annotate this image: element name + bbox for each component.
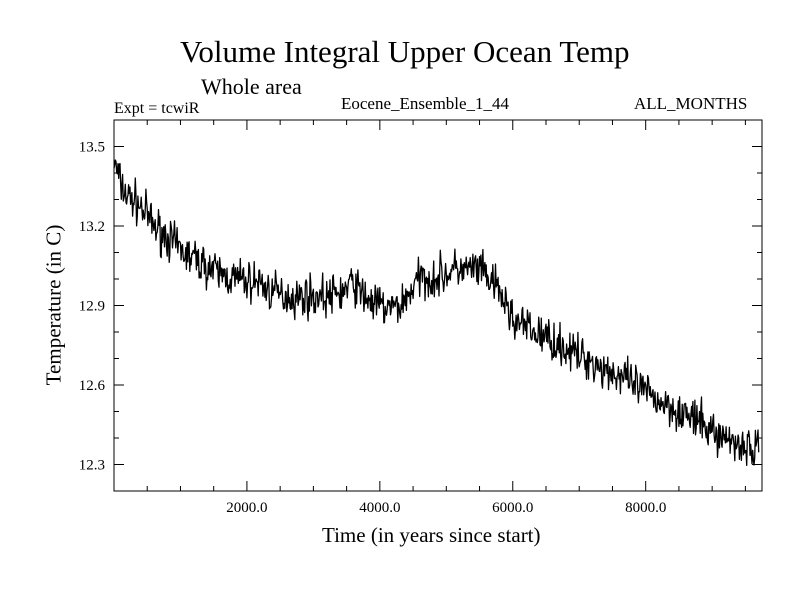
series-layer bbox=[113, 159, 760, 467]
x-tick-label: 8000.0 bbox=[625, 500, 666, 516]
x-axis-label: Time (in years since start) bbox=[322, 523, 541, 547]
tick-layer bbox=[114, 120, 762, 491]
y-axis-label: Temperature (in C) bbox=[41, 224, 66, 386]
y-tick-label: 12.6 bbox=[79, 378, 106, 394]
y-tick-label: 13.2 bbox=[79, 219, 105, 235]
chart-subtitle: Whole area bbox=[201, 74, 302, 99]
y-tick-label: 12.9 bbox=[79, 299, 105, 315]
x-tick-label: 6000.0 bbox=[492, 500, 533, 516]
temperature-series-line bbox=[113, 159, 760, 467]
tick-label-layer: 2000.0 4000.0 6000.0 8000.0 12.3 12.6 12.9 13.2… bbox=[79, 140, 667, 517]
y-tick-label: 12.3 bbox=[79, 458, 105, 474]
experiment-label: Expt = tcwiR bbox=[114, 100, 200, 117]
ensemble-label: Eocene_Ensemble_1_44 bbox=[341, 94, 510, 113]
x-tick-label: 4000.0 bbox=[359, 500, 400, 516]
plot-frame bbox=[113, 119, 763, 492]
chart-title: Volume Integral Upper Ocean Temp bbox=[180, 34, 630, 69]
y-tick-label: 13.5 bbox=[79, 140, 105, 156]
months-label: ALL_MONTHS bbox=[634, 94, 748, 113]
x-tick-label: 2000.0 bbox=[226, 500, 267, 516]
